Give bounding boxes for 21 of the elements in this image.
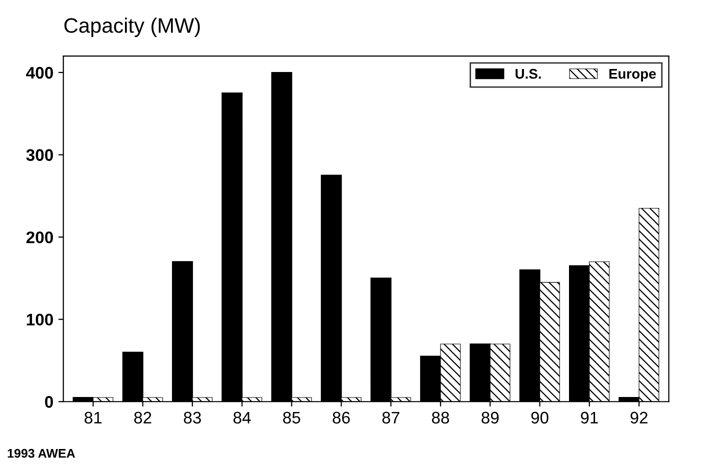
text: 1993 AWEA <box>8 448 76 458</box>
x-tick-label: 88 <box>432 412 450 424</box>
x-tick-label: 81 <box>84 412 102 424</box>
y-tick-label: 400 <box>26 66 53 79</box>
x-tick-label: 86 <box>332 412 350 424</box>
x-tick-label: 83 <box>184 412 201 424</box>
x-tick-label: 87 <box>382 412 400 424</box>
x-tick-label: 84 <box>233 412 251 424</box>
x-tick-label: 89 <box>482 412 499 424</box>
x-tick-label: 92 <box>630 412 648 424</box>
x-tick-label: 82 <box>134 412 152 424</box>
x-tick-label: 85 <box>283 412 300 424</box>
y-tick-label: 200 <box>26 231 53 244</box>
y-tick-label: 0 <box>45 396 53 408</box>
x-tick-label: 90 <box>531 412 548 424</box>
legend-label: Europe <box>609 69 656 82</box>
chart-title: Capacity (MW) <box>64 18 200 38</box>
y-tick-label: 300 <box>26 149 53 162</box>
x-tick-label: 91 <box>580 412 598 424</box>
y-tick-label: 100 <box>26 314 53 326</box>
legend-label: U.S. <box>516 68 541 79</box>
